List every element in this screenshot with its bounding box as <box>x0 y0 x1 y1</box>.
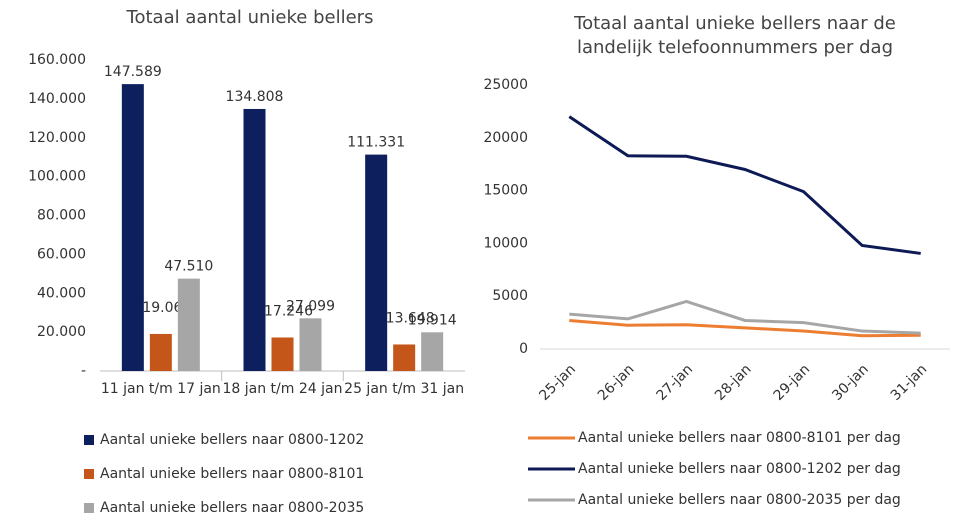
legend-label: Aantal unieke bellers naar 0800-1202 per… <box>578 461 901 477</box>
y-tick-label: 40.000 <box>37 285 86 301</box>
bar <box>421 332 444 371</box>
x-tick-label: 25-jan <box>536 361 579 404</box>
y-tick-label: 25000 <box>483 77 528 93</box>
bar <box>393 344 416 371</box>
y-tick-label: 140.000 <box>28 91 86 107</box>
bar <box>177 278 200 371</box>
y-tick-label: 10000 <box>483 235 528 251</box>
y-tick-label: 5000 <box>492 288 528 304</box>
legend-label: Aantal unieke bellers naar 0800-2035 <box>100 500 364 516</box>
legend-label: Aantal unieke bellers naar 0800-1202 <box>100 432 364 448</box>
x-tick-label: 30-jan <box>829 361 872 404</box>
legend-label: Aantal unieke bellers naar 0800-8101 <box>100 466 364 482</box>
legend-swatch <box>84 435 94 445</box>
y-tick-label: 15000 <box>483 183 528 199</box>
bar <box>365 154 388 371</box>
bar <box>299 318 322 371</box>
x-tick-label: 18 jan t/m 24 jan <box>222 381 343 397</box>
data-label: 134.808 <box>226 89 284 105</box>
legend-swatch <box>84 469 94 479</box>
data-label: 27.099 <box>286 298 335 314</box>
data-label: 147.589 <box>104 64 162 80</box>
data-label: 17.246 <box>264 303 313 319</box>
y-tick-label: 120.000 <box>28 130 86 146</box>
x-tick-label: 25 jan t/m 31 jan <box>344 381 465 397</box>
line-series <box>568 115 921 255</box>
x-tick-label: 26-jan <box>595 361 638 404</box>
y-tick-label: 100.000 <box>28 169 86 185</box>
y-tick-label: 80.000 <box>37 208 86 224</box>
y-tick-label: 60.000 <box>37 246 86 262</box>
data-label: 13.648 <box>386 310 435 326</box>
line-series <box>569 299 921 335</box>
bar <box>243 108 266 371</box>
x-tick-label: 28-jan <box>712 361 755 404</box>
legend-label: Aantal unieke bellers naar 0800-2035 per… <box>578 492 901 508</box>
bar <box>149 333 172 371</box>
legend-swatch <box>84 503 94 513</box>
data-label: 19.914 <box>408 312 457 328</box>
y-tick-label: 20.000 <box>37 324 86 340</box>
x-tick-label: 29-jan <box>771 361 814 404</box>
bar <box>121 84 144 372</box>
y-tick-label: 20000 <box>483 130 528 146</box>
y-tick-label: - <box>81 363 86 379</box>
line-series <box>569 318 921 338</box>
x-tick-label: 31-jan <box>888 361 931 404</box>
x-tick-label: 11 jan t/m 17 jan <box>100 381 221 397</box>
data-label: 111.331 <box>347 135 405 151</box>
legend-label: Aantal unieke bellers naar 0800-8101 per… <box>578 430 901 446</box>
bar <box>271 337 294 371</box>
chart-title: Totaal aantal unieke bellers naar de lan… <box>574 13 896 58</box>
data-label: 47.510 <box>164 259 213 275</box>
y-tick-label: 0 <box>519 341 528 357</box>
y-tick-label: 160.000 <box>28 52 86 68</box>
x-tick-label: 27-jan <box>654 361 697 404</box>
chart-title: Totaal aantal unieke bellers <box>126 7 374 28</box>
